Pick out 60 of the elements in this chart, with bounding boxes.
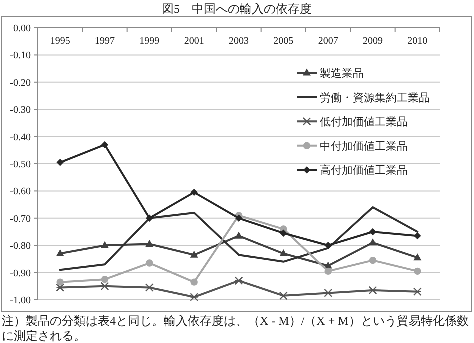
point <box>101 276 109 284</box>
x-tick-label: 1999 <box>140 36 160 47</box>
point <box>324 289 333 298</box>
legend-label: 低付加価値工業品 <box>320 116 408 129</box>
legend-label: 製造業品 <box>320 67 364 80</box>
legend-label: 労働・資源集約工業品 <box>320 91 430 104</box>
x-tick-label: 2001 <box>184 36 204 47</box>
y-tick-label: -0.10 <box>10 50 31 62</box>
point <box>146 260 154 267</box>
point <box>146 240 154 248</box>
point <box>190 293 199 302</box>
point <box>369 228 377 236</box>
x-tick-label: 1997 <box>95 36 115 47</box>
point <box>101 141 109 149</box>
point <box>100 282 110 291</box>
point <box>235 214 243 222</box>
text: 注）製品の分類は表4と同じ。輸入依存度は、（X - M）/（X + M）という貿易特化係数に測定される。 <box>1 313 470 343</box>
x-tick-label: 2010 <box>408 36 428 47</box>
x-tick-label: 2009 <box>363 36 383 47</box>
point <box>101 241 109 248</box>
y-tick-label: -0.80 <box>10 241 31 252</box>
legend-label: 中付加価値工業品 <box>320 140 408 153</box>
point <box>414 268 422 276</box>
point <box>414 254 422 261</box>
point <box>56 278 64 286</box>
x-tick-label: 2007 <box>318 36 338 47</box>
point <box>56 250 64 257</box>
point <box>190 250 198 258</box>
y-tick-label: -0.60 <box>10 186 31 198</box>
legend-label: 高付加価値工業品 <box>320 164 408 178</box>
y-tick-label: 0.00 <box>14 24 31 34</box>
point <box>324 268 332 276</box>
point <box>145 284 154 292</box>
y-tick-label: -0.50 <box>10 160 31 170</box>
y-tick-label: -0.70 <box>10 214 31 225</box>
chart-title: 図5 中国への輸入の依存度 <box>162 2 312 16</box>
y-tick-label: -0.90 <box>10 268 31 280</box>
y-tick-label: -0.40 <box>10 132 31 144</box>
point <box>56 159 64 166</box>
x-tick-label: 2003 <box>229 36 249 47</box>
point <box>324 242 332 250</box>
point <box>235 232 243 239</box>
x-tick-label: 1995 <box>50 36 70 47</box>
point <box>279 292 288 300</box>
point <box>369 238 377 246</box>
x-tick-label: 2005 <box>274 36 294 47</box>
y-tick-label: -0.20 <box>10 78 31 89</box>
y-tick-label: -0.30 <box>10 105 31 116</box>
point <box>56 284 65 292</box>
point <box>368 286 378 295</box>
point <box>280 250 288 257</box>
point <box>190 188 198 196</box>
y-tick-label: -1.00 <box>10 296 31 306</box>
point <box>414 232 422 240</box>
point <box>369 256 377 264</box>
point <box>280 230 288 237</box>
point <box>190 278 198 286</box>
point <box>413 288 422 296</box>
point <box>234 276 244 286</box>
point <box>146 214 154 222</box>
